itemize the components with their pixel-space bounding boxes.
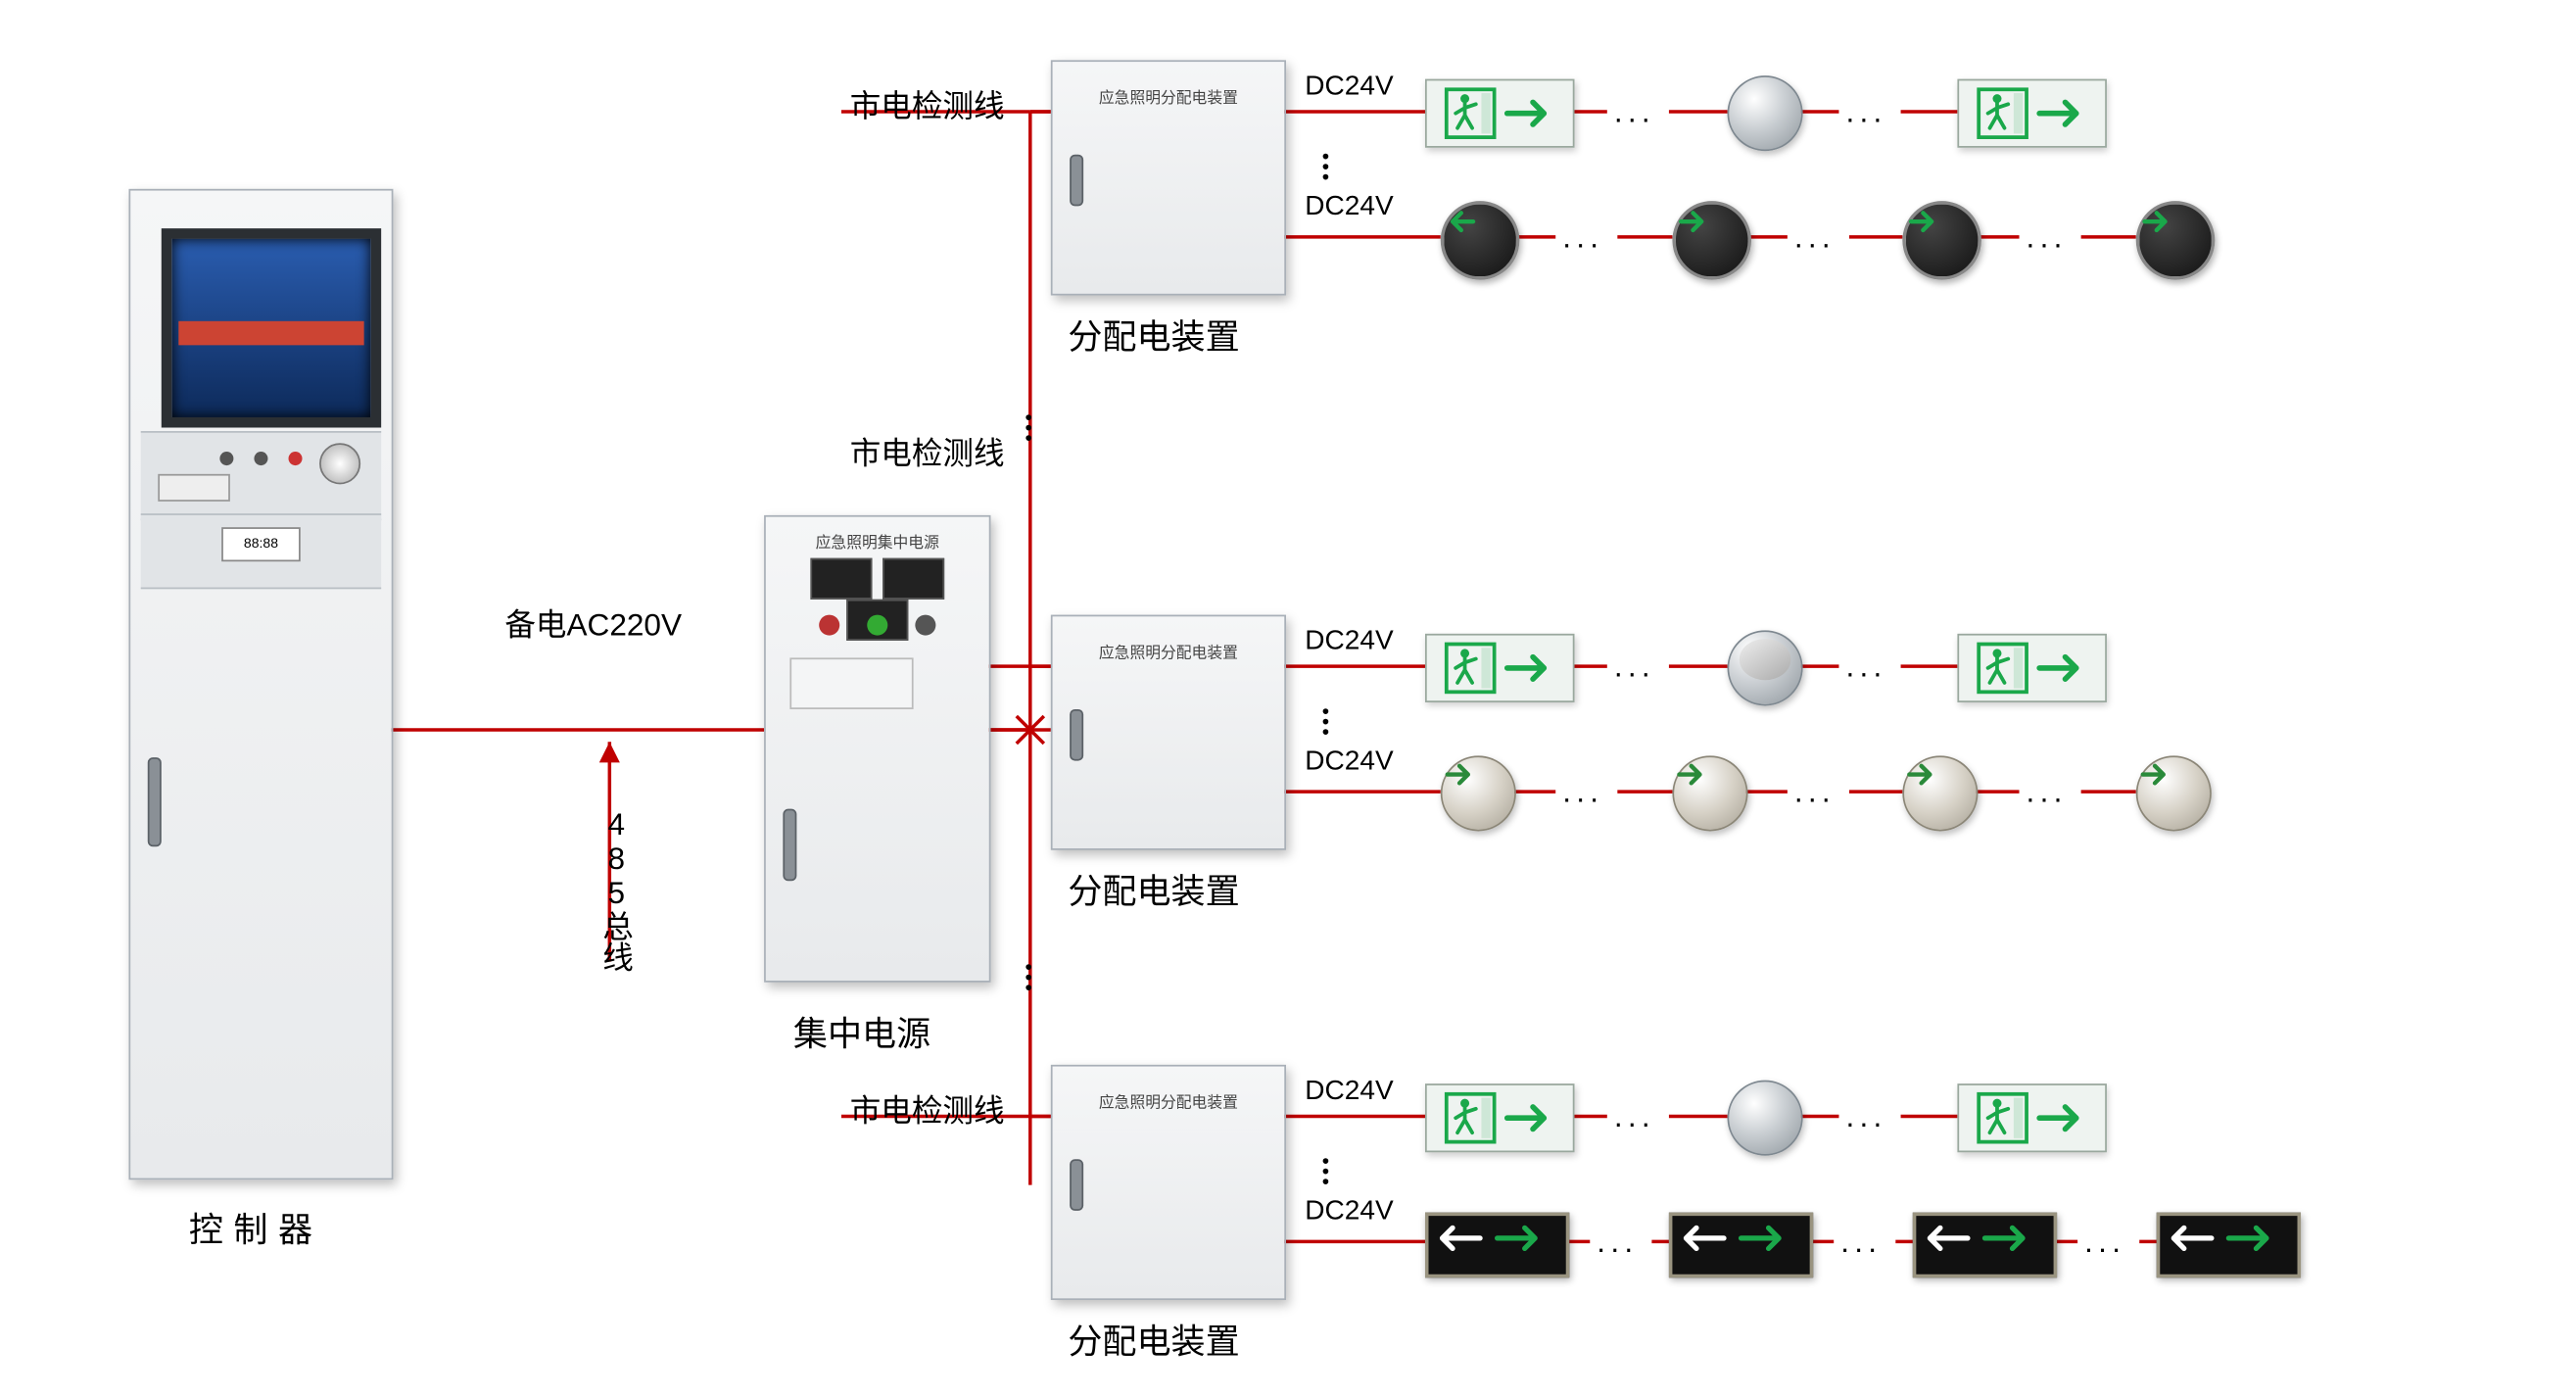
ceiling-light-icon: [1728, 75, 1803, 151]
floor-indicator-steel-icon: [1441, 755, 1516, 831]
dc24v-label: DC24V: [1305, 747, 1393, 779]
ellipsis-icon: ...: [1597, 1225, 1638, 1261]
distribution-box: 应急照明分配电装置: [1051, 60, 1286, 295]
distribution-box: 应急照明分配电装置: [1051, 615, 1286, 850]
central-power-panel-label: 应急照明集中电源: [766, 531, 989, 554]
dc24v-label: DC24V: [1305, 1077, 1393, 1108]
cp-handle: [783, 809, 796, 882]
output-vdots-icon: •••: [1322, 1156, 1329, 1187]
backup-power-label: 备电AC220V: [504, 602, 682, 647]
controller-panel-2: 88:88: [141, 513, 381, 589]
exit-sign-icon: [1425, 1083, 1575, 1152]
dc24v-label: DC24V: [1305, 1197, 1393, 1228]
distribution-box: 应急照明分配电装置: [1051, 1065, 1286, 1300]
controller-cabinet: 88:88: [128, 189, 393, 1179]
exit-sign-icon: [1957, 634, 2107, 702]
controller-panel-1: [141, 431, 381, 520]
ellipsis-icon: ...: [2084, 1225, 2125, 1261]
distribution-box-label: 分配电装置: [1068, 1314, 1239, 1364]
floor-indicator-dark-icon: [2136, 201, 2216, 280]
floor-indicator-steel-icon: [1672, 755, 1747, 831]
exit-sign-icon: [1957, 79, 2107, 148]
dist-panel-label: 应急照明分配电装置: [1053, 1090, 1285, 1113]
ellipsis-icon: ...: [1845, 1099, 1886, 1135]
ellipsis-icon: ...: [2027, 775, 2068, 811]
ellipsis-icon: ...: [1614, 650, 1655, 686]
ellipsis-icon: ...: [1845, 650, 1886, 686]
floor-indicator-steel-icon: [1902, 755, 1978, 831]
controller-label: 控制器: [189, 1202, 323, 1252]
bus-485-label: 485总线: [595, 807, 640, 972]
floor-exit-sign-icon: [1425, 1213, 1569, 1278]
ceiling-light-icon: [1728, 1081, 1803, 1156]
central-power-label: 集中电源: [793, 1006, 930, 1056]
ellipsis-icon: ...: [1614, 94, 1655, 130]
ellipsis-icon: ...: [2027, 219, 2068, 256]
floor-indicator-dark-icon: [1672, 201, 1751, 280]
cp-knob-row: [783, 613, 972, 645]
ellipsis-icon: ...: [1840, 1225, 1882, 1261]
floor-indicator-steel-icon: [2136, 755, 2212, 831]
ellipsis-icon: ...: [1562, 775, 1603, 811]
mains-detect-label: 市电检测线: [850, 82, 1005, 127]
dist-panel-label: 应急照明分配电装置: [1053, 641, 1285, 663]
dc24v-label: DC24V: [1305, 627, 1393, 658]
floor-indicator-dark-icon: [1441, 201, 1520, 280]
dist-panel-label: 应急照明分配电装置: [1053, 86, 1285, 109]
output-vdots-icon: •••: [1322, 151, 1329, 182]
trunk-vdots-icon: •••: [1026, 962, 1032, 993]
dc24v-label: DC24V: [1305, 72, 1393, 104]
dist-handle: [1070, 708, 1083, 760]
dist-handle: [1070, 1158, 1083, 1210]
floor-exit-sign-icon: [1913, 1213, 2057, 1278]
ceiling-light-icon: [1728, 630, 1803, 705]
exit-sign-icon: [1425, 634, 1575, 702]
mains-detect-label-mid: 市电检测线: [850, 429, 1005, 474]
ellipsis-icon: ...: [1794, 219, 1836, 256]
ellipsis-icon: ...: [1614, 1099, 1655, 1135]
floor-exit-sign-icon: [1669, 1213, 1813, 1278]
cp-meter-row: [783, 558, 972, 603]
controller-screen: [162, 228, 381, 427]
exit-sign-icon: [1957, 1083, 2107, 1152]
ellipsis-icon: ...: [1794, 775, 1836, 811]
trunk-vdots-icon: •••: [1026, 412, 1032, 444]
dc24v-label: DC24V: [1305, 192, 1393, 223]
distribution-box-label: 分配电装置: [1068, 310, 1239, 360]
floor-exit-sign-icon: [2157, 1213, 2301, 1278]
ellipsis-icon: ...: [1845, 94, 1886, 130]
ellipsis-icon: ...: [1562, 219, 1603, 256]
controller-handle: [148, 757, 162, 846]
mains-detect-label: 市电检测线: [850, 1087, 1005, 1132]
dist-handle: [1070, 154, 1083, 206]
distribution-box-label: 分配电装置: [1068, 864, 1239, 914]
floor-indicator-dark-icon: [1902, 201, 1981, 280]
screen-banner: [178, 321, 363, 346]
cp-keypad: [789, 657, 913, 709]
exit-sign-icon: [1425, 79, 1575, 148]
output-vdots-icon: •••: [1322, 705, 1329, 737]
central-power-cabinet: 应急照明集中电源: [764, 515, 990, 983]
